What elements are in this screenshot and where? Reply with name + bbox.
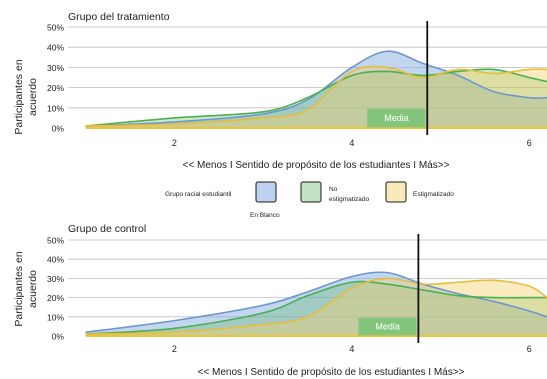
y-tick-label: 40% xyxy=(47,255,64,265)
area-blanco xyxy=(85,51,547,128)
chart-title: Grupo del tratamiento xyxy=(68,11,170,23)
mean-label: Media xyxy=(384,113,409,123)
mean-label-box xyxy=(358,317,417,336)
y-tick-label: 50% xyxy=(47,23,64,33)
y-tick-label: 30% xyxy=(47,63,64,73)
chart-title: Grupo de control xyxy=(68,223,146,235)
legend-swatch-no-estigmatizado xyxy=(300,181,322,203)
chart-control: Grupo de control Participantes en acuerd… xyxy=(13,223,547,378)
x-axis-label: << Menos I Sentido de propósito de los e… xyxy=(183,160,450,171)
y-tick-label: 10% xyxy=(47,103,64,113)
y-tick-label: 30% xyxy=(47,274,64,284)
x-tick-label: 4 xyxy=(349,138,354,148)
legend-label-estigmatizado: Estigmatizado xyxy=(413,191,454,198)
mean-label-box xyxy=(367,108,426,128)
y-axis-label-line2: acuerdo xyxy=(27,270,39,308)
legend-swatch-blanco xyxy=(255,181,277,203)
line-estigmatizado xyxy=(85,277,547,335)
legend-label-no-estigmatizado-line1: No xyxy=(329,186,338,193)
y-tick-label: 10% xyxy=(47,312,64,322)
area-no_estigmatizado xyxy=(85,281,547,336)
line-no_estigmatizado xyxy=(85,68,547,127)
y-tick-label: 20% xyxy=(47,293,64,303)
y-axis-label-line1: Participantes en xyxy=(13,59,25,134)
area-blanco xyxy=(85,272,547,336)
legend: Grupo racial estudiantil En Blanco No es… xyxy=(165,181,454,219)
y-tick-label: 50% xyxy=(47,236,64,246)
line-blanco xyxy=(85,50,547,127)
line-estigmatizado xyxy=(85,65,547,127)
chart-tratamiento: Grupo del tratamiento Participantes en a… xyxy=(13,11,547,171)
legend-swatch-estigmatizado xyxy=(385,181,407,203)
legend-label-blanco: En Blanco xyxy=(250,212,280,219)
x-axis-label: << Menos I Sentido de propósito de los e… xyxy=(198,367,465,378)
line-no_estigmatizado xyxy=(85,280,547,335)
mean-label: Media xyxy=(375,321,400,331)
x-tick-label: 6 xyxy=(527,344,532,354)
y-tick-label: 0% xyxy=(52,332,65,342)
y-axis-label-line2: acuerdo xyxy=(27,78,39,116)
area-estigmatizado xyxy=(85,66,547,128)
x-tick-label: 4 xyxy=(349,344,354,354)
x-tick-label: 2 xyxy=(172,344,177,354)
line-blanco xyxy=(85,271,547,333)
area-estigmatizado xyxy=(85,278,547,336)
legend-label-no-estigmatizado-line2: estigmatizado xyxy=(329,196,369,203)
x-tick-label: 2 xyxy=(172,138,177,148)
area-no_estigmatizado xyxy=(85,69,547,128)
x-tick-label: 6 xyxy=(527,138,532,148)
y-tick-label: 20% xyxy=(47,83,64,93)
y-axis-label-line1: Participantes en xyxy=(13,251,25,326)
legend-title: Grupo racial estudiantil xyxy=(165,191,232,198)
y-tick-label: 40% xyxy=(47,43,64,53)
y-tick-label: 0% xyxy=(52,124,65,134)
